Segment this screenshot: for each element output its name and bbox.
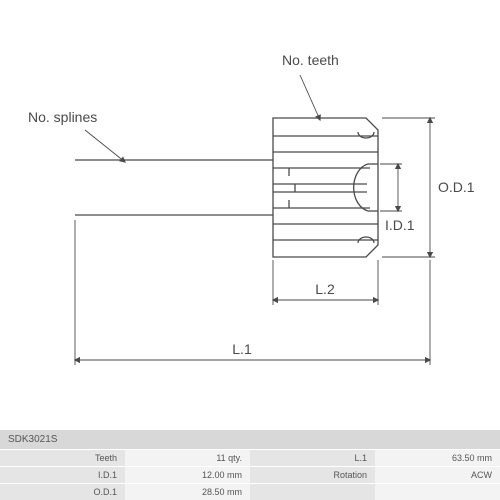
dim-l2: L.2 xyxy=(315,281,335,297)
spec-label: I.D.1 xyxy=(0,466,125,483)
spec-table: SDK3021S Teeth 11 qty. L.1 63.50 mm I.D.… xyxy=(0,430,500,500)
spec-value: 12.00 mm xyxy=(125,466,250,483)
dim-l1: L.1 xyxy=(232,341,252,357)
spec-label: Teeth xyxy=(0,449,125,466)
spec-value: 63.50 mm xyxy=(375,449,500,466)
spec-value: 28.50 mm xyxy=(125,483,250,500)
dim-id1: I.D.1 xyxy=(385,217,415,233)
technical-drawing: No. splines No. teeth L.1 L.2 O.D.1 I.D.… xyxy=(0,0,500,420)
spec-label: Rotation xyxy=(250,466,375,483)
label-no-splines: No. splines xyxy=(28,109,97,125)
spec-rows: Teeth 11 qty. L.1 63.50 mm I.D.1 12.00 m… xyxy=(0,449,500,500)
spec-value xyxy=(375,483,500,500)
part-number: SDK3021S xyxy=(0,430,500,449)
spec-label xyxy=(250,483,375,500)
spec-label: L.1 xyxy=(250,449,375,466)
dim-od1: O.D.1 xyxy=(438,179,475,195)
label-no-teeth: No. teeth xyxy=(282,52,339,68)
spec-value: ACW xyxy=(375,466,500,483)
spec-label: O.D.1 xyxy=(0,483,125,500)
spec-value: 11 qty. xyxy=(125,449,250,466)
